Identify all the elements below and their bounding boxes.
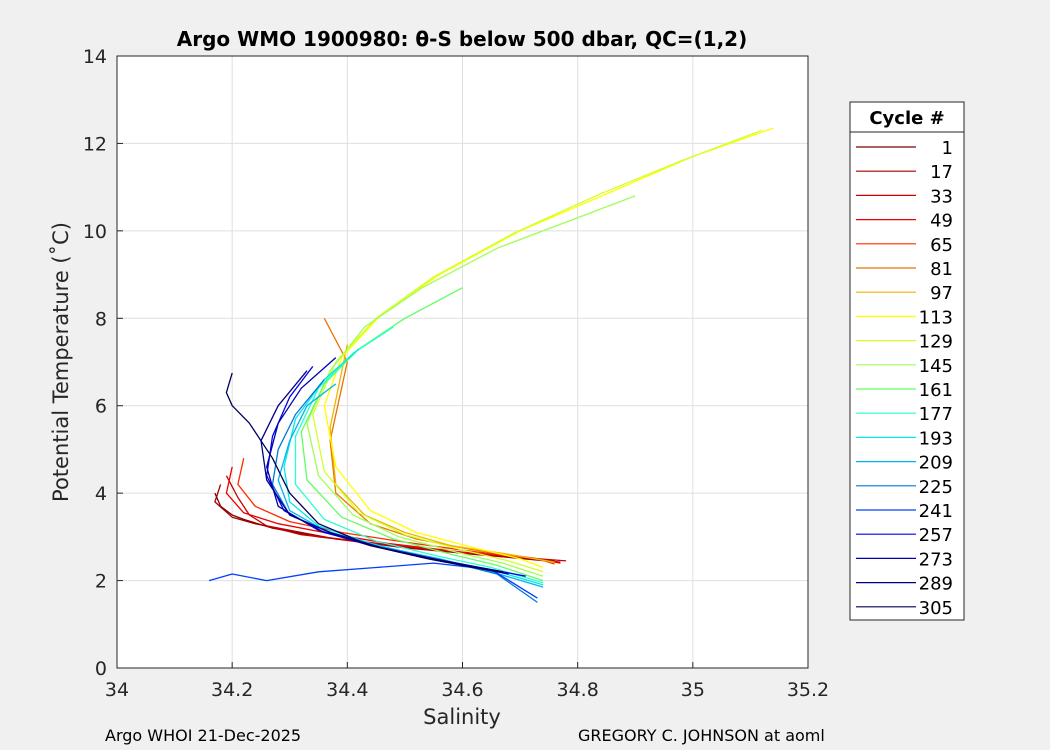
y-axis-label: Potential Temperature (˚C): [49, 222, 73, 502]
legend-label: 33: [930, 186, 953, 207]
legend-label: 129: [919, 332, 953, 353]
legend-label: 225: [919, 477, 953, 498]
y-tick-label: 0: [95, 658, 107, 680]
x-tick-label: 34.6: [441, 679, 483, 701]
footer-right-credit: GREGORY C. JOHNSON at aoml: [578, 726, 825, 745]
legend-label: 113: [919, 307, 953, 328]
legend-label: 81: [930, 259, 953, 280]
x-tick-label: 35: [681, 679, 705, 701]
legend-label: 1: [942, 138, 953, 159]
series-line-11: [294, 326, 544, 584]
x-tick-label: 35.2: [787, 679, 829, 701]
x-axis-label: Salinity: [423, 705, 501, 729]
x-tick-label: 34: [105, 679, 129, 701]
series-group: [208, 127, 774, 603]
series-line-7: [323, 127, 774, 569]
x-tick-label: 34.8: [557, 679, 599, 701]
chart-title: Argo WMO 1900980: θ-S below 500 dbar, QC…: [177, 27, 747, 51]
y-tick-label: 12: [83, 133, 107, 155]
series-line-6: [329, 344, 555, 563]
series-line-8: [312, 129, 763, 573]
legend-label: 97: [930, 283, 953, 304]
legend-label: 289: [919, 574, 953, 595]
x-tick-label: 34.2: [211, 679, 253, 701]
series-line-9: [306, 195, 636, 577]
legend-label: 241: [919, 501, 953, 522]
legend-label: 65: [930, 235, 953, 256]
y-tick-label: 14: [83, 46, 107, 68]
series-line-18: [260, 370, 503, 573]
y-tick-label: 6: [95, 396, 107, 418]
legend-label: 305: [919, 598, 953, 619]
y-tick-label: 10: [83, 221, 107, 243]
legend-label: 209: [919, 453, 953, 474]
y-tick-label: 4: [95, 483, 107, 505]
legend-label: 145: [919, 356, 953, 377]
footer-left-credit: Argo WHOI 21-Dec-2025: [105, 726, 302, 745]
legend-entries: 1 17 33 49 65 81 97 113 129 145 161 177 193 209 225 241…: [856, 138, 953, 619]
legend-label: 273: [919, 549, 953, 570]
y-axis-ticks: 0 2 4 6 8 10 12 14: [83, 46, 123, 680]
legend-label: 177: [919, 404, 953, 425]
legend-title: Cycle #: [869, 108, 944, 129]
x-tick-label: 34.4: [326, 679, 368, 701]
y-tick-label: 2: [95, 571, 107, 593]
series-line-10: [300, 287, 544, 582]
legend-label: 193: [919, 428, 953, 449]
legend: Cycle # 1 17 33 49 65 81 97 113 129 145 161 177 193 2…: [849, 101, 965, 621]
y-tick-label: 8: [95, 308, 107, 330]
x-axis-ticks: 34 34.2 34.4 34.6 34.8 35 35.2: [105, 662, 829, 701]
legend-label: 17: [930, 162, 953, 183]
legend-label: 161: [919, 380, 953, 401]
legend-label: 257: [919, 525, 953, 546]
legend-label: 49: [930, 211, 953, 232]
series-line-19: [225, 372, 503, 573]
